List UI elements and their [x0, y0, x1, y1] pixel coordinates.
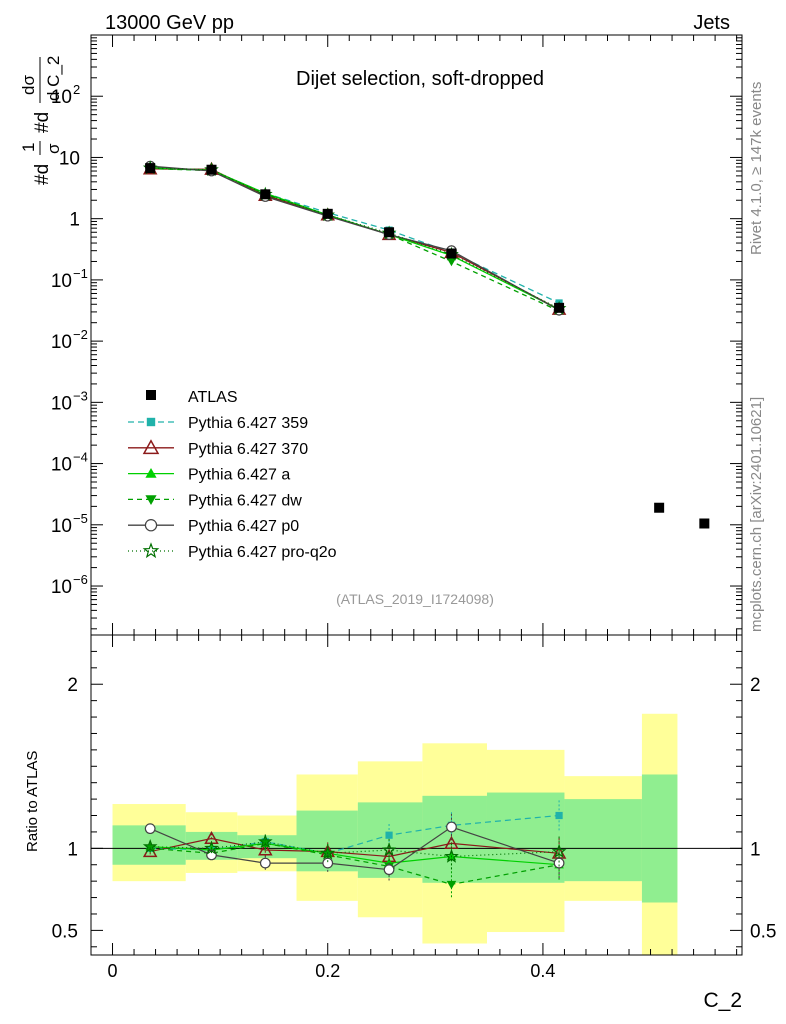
atlas-data-point [145, 163, 156, 174]
ylabel-frac1-den: σ [44, 143, 63, 154]
ylabel-frac1-num: 1 [19, 143, 38, 152]
ratio-series-marker [204, 840, 219, 855]
ratio-series-marker [142, 838, 158, 853]
main-y-tick-label: 10 [51, 332, 72, 353]
chart-title: Dijet selection, soft-dropped [296, 68, 544, 90]
legend-marker [144, 519, 158, 532]
ratio-series-marker [385, 831, 393, 839]
legend-marker [142, 542, 160, 559]
main-y-tick-exponent: 2 [73, 82, 80, 97]
rivet-version-label: Rivet 4.1.0, ≥ 147k events [748, 82, 765, 255]
ylabel-frac2-num: dσ [19, 75, 38, 95]
legend-marker [145, 495, 157, 505]
main-y-tick-exponent: −6 [73, 572, 88, 587]
main-y-axis-label: #d 1 σ #d dσ d C_2 [19, 56, 63, 185]
ratio-series-marker [446, 880, 457, 890]
ratio-series-markers [142, 800, 567, 898]
ratio-series-marker [383, 864, 395, 876]
ratio-series-marker [258, 842, 273, 856]
ylabel-frac2-den: d C_2 [44, 56, 63, 101]
header-left-label: 13000 GeV pp [105, 12, 234, 34]
main-y-tick-exponent: −3 [73, 388, 88, 403]
analysis-tag: (ATLAS_2019_I1724098) [336, 591, 494, 607]
main-y-tick-label: 10 [51, 455, 72, 476]
ylabel-d2: #d [32, 112, 53, 133]
legend-label: Pythia 6.427 pro-q2o [188, 544, 337, 561]
ratio-y-tick-label-right: 2 [750, 675, 761, 696]
ratio-series-marker [257, 834, 273, 848]
main-y-tick-label: 1 [69, 210, 80, 231]
ratio-band-inner [564, 799, 642, 882]
atlas-data-point [446, 248, 457, 259]
mcplots-label: mcplots.cern.ch [arXiv:2401.10621] [748, 397, 765, 632]
main-series-marker [446, 257, 457, 267]
main-y-tick-exponent: −5 [73, 511, 88, 526]
main-y-tick-label: 10 [59, 148, 80, 169]
legend-label: Pythia 6.427 370 [188, 441, 308, 458]
legend-label: Pythia 6.427 p0 [188, 518, 299, 535]
atlas-data-point [260, 189, 271, 200]
ratio-series-marker [381, 842, 397, 857]
main-y-tick-label: 10 [51, 577, 72, 598]
atlas-data-point [554, 302, 565, 313]
ratio-y-tick-label-left: 1 [67, 839, 78, 860]
ratio-y-axis-label: Ratio to ATLAS [24, 751, 41, 852]
legend-marker [146, 417, 156, 427]
ylabel-d1: #d [32, 164, 53, 185]
main-x-axis-ticks [112, 35, 738, 635]
atlas-data-point [206, 164, 217, 175]
ratio-y-tick-label-right: 1 [750, 839, 761, 860]
ratio-y-axis: 0.5 0.5 1 1 2 2 [52, 650, 776, 948]
ratio-series-marker [320, 845, 336, 860]
legend-marker [145, 468, 157, 478]
ratio-panel-frame [90, 634, 743, 956]
legend-label: Pythia 6.427 a [188, 467, 290, 484]
legend-label: Pythia 6.427 dw [188, 492, 302, 509]
ratio-series-marker [444, 848, 459, 863]
atlas-data-point [699, 518, 710, 529]
legend-atlas-label: ATLAS [188, 389, 238, 406]
main-y-tick-exponent: −1 [73, 266, 88, 281]
legend-marker [142, 439, 160, 455]
ratio-band-inner [486, 792, 565, 883]
main-y-tick-exponent: −2 [73, 327, 88, 342]
main-y-tick-label: 10 [51, 271, 72, 292]
main-y-tick-label: 10 [51, 87, 72, 108]
ratio-series-marker [555, 811, 563, 820]
main-atlas-points [145, 163, 710, 529]
main-y-tick-label: 10 [51, 393, 72, 414]
atlas-data-point [322, 208, 333, 219]
x-tick-label: 0.4 [530, 961, 555, 981]
x-tick-label: 0.2 [315, 961, 340, 981]
ratio-series-marker [322, 857, 334, 869]
main-y-tick-label: 10 [51, 516, 72, 537]
ratio-series-marker [551, 843, 567, 858]
ratio-x-axis: 0 0.2 0.4 [108, 635, 738, 981]
header-right-label: Jets [693, 12, 730, 34]
atlas-data-point [654, 502, 665, 513]
ratio-series-marker [259, 857, 271, 869]
ratio-band-inner [641, 774, 678, 903]
legend-label: Pythia 6.427 359 [188, 415, 308, 432]
ratio-y-tick-label-right: 0.5 [750, 921, 776, 942]
legend: ATLAS Pythia 6.427 359 Pythia 6.427 370 Py… [128, 389, 337, 561]
x-axis-label: C_2 [703, 989, 742, 1012]
main-y-tick-exponent: −4 [73, 450, 88, 465]
ratio-series-marker [446, 821, 457, 833]
x-tick-label: 0 [108, 961, 118, 981]
atlas-data-point [384, 227, 395, 238]
ratio-y-tick-label-left: 0.5 [52, 921, 78, 942]
ratio-band-inner [422, 795, 487, 883]
ratio-series-marker [144, 823, 156, 835]
legend-atlas-marker [146, 390, 156, 400]
ratio-y-tick-label-left: 2 [67, 675, 78, 696]
